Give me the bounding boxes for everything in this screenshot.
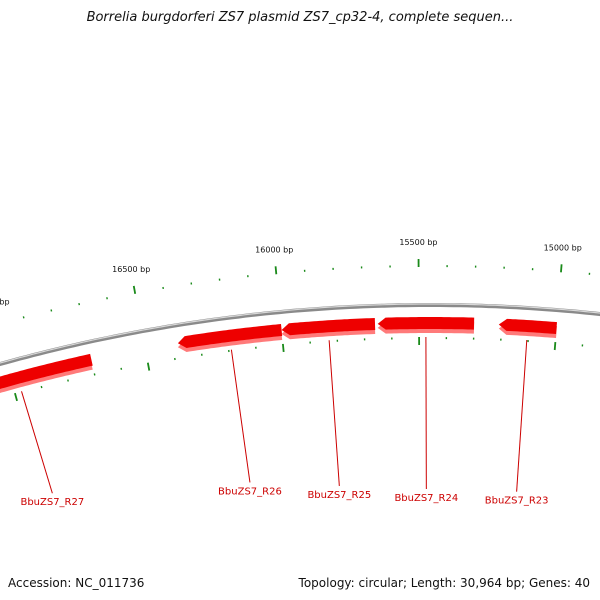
gene-arrow xyxy=(281,318,376,336)
inner-tick xyxy=(553,341,557,351)
ruler-label: 16000 bp xyxy=(255,245,293,254)
inner-tick xyxy=(282,343,285,352)
gene-leader xyxy=(230,349,251,483)
gene-arrow xyxy=(377,317,475,330)
gene-label: BbuZS7_R27 xyxy=(20,497,84,508)
ruler: 17000 bp 16500 bp 16000 bp 15500 bp 15000 bp xyxy=(0,238,582,306)
gene-label: BbuZS7_R26 xyxy=(218,486,282,497)
accession-text: Accession: NC_011736 xyxy=(8,576,145,590)
gene-leader xyxy=(21,391,53,494)
ruler-label: 16500 bp xyxy=(112,265,150,274)
outer-tick xyxy=(274,266,278,275)
inner-tick xyxy=(146,362,151,371)
minor-ticks xyxy=(14,259,591,402)
ruler-label: 15000 bp xyxy=(544,243,582,252)
summary-text: Topology: circular; Length: 30,964 bp; G… xyxy=(298,576,590,590)
gene-leader xyxy=(516,339,528,492)
ruler-label: 17000 bp xyxy=(0,297,10,306)
backbone-highlight xyxy=(0,303,600,364)
gene-arrow xyxy=(177,324,283,348)
gene-leader xyxy=(328,340,340,486)
map-title: Borrelia burgdorferi ZS7 plasmid ZS7_cp3… xyxy=(86,10,514,25)
gene-label: BbuZS7_R25 xyxy=(307,490,371,501)
inner-tick xyxy=(14,392,18,402)
gene-arrow xyxy=(0,353,93,389)
outer-tick xyxy=(560,264,563,273)
gene-arrow xyxy=(498,318,557,335)
ruler-label: 15500 bp xyxy=(399,238,437,247)
outer-tick xyxy=(132,285,137,294)
gene-labels: BbuZS7_R27 BbuZS7_R26 BbuZS7_R25 BbuZS7_R24… xyxy=(20,337,549,508)
gene-label: BbuZS7_R23 xyxy=(485,496,549,507)
gene-label: BbuZS7_R24 xyxy=(394,493,458,504)
backbone-arc xyxy=(0,303,600,367)
genes xyxy=(0,317,557,393)
backbone xyxy=(0,303,600,367)
